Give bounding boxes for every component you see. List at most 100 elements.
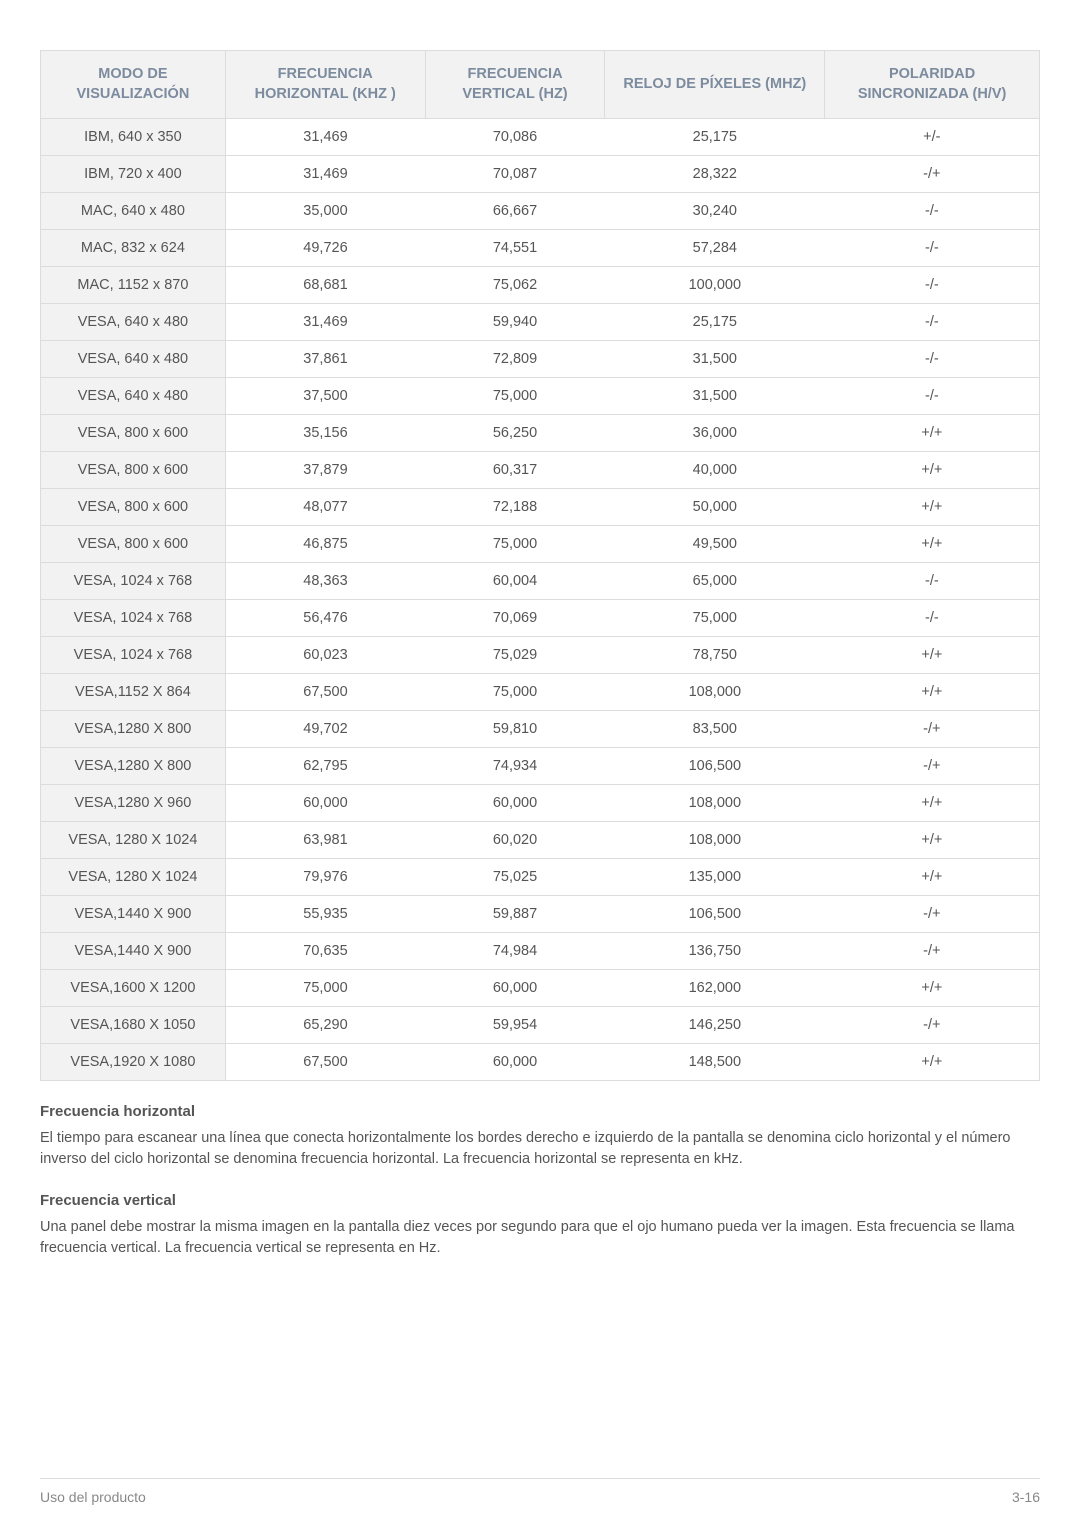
table-row: VESA, 1024 x 76856,47670,06975,000-/-	[41, 600, 1040, 637]
table-cell: 49,702	[225, 711, 425, 748]
table-cell: +/+	[825, 859, 1040, 896]
table-cell: 60,020	[425, 822, 605, 859]
text-freq-vertical: Una panel debe mostrar la misma imagen e…	[40, 1217, 1040, 1259]
table-cell: 75,025	[425, 859, 605, 896]
table-row: VESA,1280 X 80062,79574,934106,500-/+	[41, 748, 1040, 785]
table-cell: 74,934	[425, 748, 605, 785]
table-row: IBM, 640 x 35031,46970,08625,175+/-	[41, 119, 1040, 156]
table-cell: 146,250	[605, 1007, 825, 1044]
table-cell: 60,317	[425, 452, 605, 489]
table-cell: VESA, 640 x 480	[41, 304, 226, 341]
display-modes-table: MODO DE VISUALIZACIÓN FRECUENCIA HORIZON…	[40, 50, 1040, 1081]
table-cell: 60,004	[425, 563, 605, 600]
table-cell: 65,290	[225, 1007, 425, 1044]
table-cell: +/+	[825, 822, 1040, 859]
table-cell: 135,000	[605, 859, 825, 896]
table-cell: -/+	[825, 1007, 1040, 1044]
table-cell: -/+	[825, 156, 1040, 193]
table-cell: 75,000	[225, 970, 425, 1007]
col-header-pixelclock: RELOJ DE PÍXELES (MHZ)	[605, 51, 825, 119]
table-cell: 108,000	[605, 674, 825, 711]
table-cell: -/-	[825, 341, 1040, 378]
table-cell: +/+	[825, 674, 1040, 711]
table-cell: 49,726	[225, 230, 425, 267]
table-cell: 79,976	[225, 859, 425, 896]
table-cell: VESA, 1280 X 1024	[41, 822, 226, 859]
table-cell: 70,087	[425, 156, 605, 193]
table-cell: 83,500	[605, 711, 825, 748]
table-row: VESA, 1024 x 76848,36360,00465,000-/-	[41, 563, 1040, 600]
table-cell: 68,681	[225, 267, 425, 304]
table-cell: 59,954	[425, 1007, 605, 1044]
table-cell: VESA, 1024 x 768	[41, 637, 226, 674]
table-cell: 57,284	[605, 230, 825, 267]
table-cell: -/+	[825, 748, 1040, 785]
table-row: VESA, 800 x 60035,15656,25036,000+/+	[41, 415, 1040, 452]
table-cell: -/-	[825, 600, 1040, 637]
table-cell: 72,809	[425, 341, 605, 378]
table-cell: 100,000	[605, 267, 825, 304]
text-freq-horizontal: El tiempo para escanear una línea que co…	[40, 1128, 1040, 1170]
table-cell: 60,023	[225, 637, 425, 674]
table-cell: 65,000	[605, 563, 825, 600]
table-cell: VESA, 1280 X 1024	[41, 859, 226, 896]
table-cell: 35,156	[225, 415, 425, 452]
table-cell: MAC, 832 x 624	[41, 230, 226, 267]
table-row: VESA,1440 X 90055,93559,887106,500-/+	[41, 896, 1040, 933]
table-row: MAC, 1152 x 87068,68175,062100,000-/-	[41, 267, 1040, 304]
table-row: VESA,1680 X 105065,29059,954146,250-/+	[41, 1007, 1040, 1044]
table-cell: 75,029	[425, 637, 605, 674]
table-cell: -/-	[825, 193, 1040, 230]
table-cell: 78,750	[605, 637, 825, 674]
table-cell: 106,500	[605, 748, 825, 785]
table-cell: VESA, 1024 x 768	[41, 600, 226, 637]
table-cell: 108,000	[605, 785, 825, 822]
table-cell: 70,086	[425, 119, 605, 156]
table-cell: 25,175	[605, 119, 825, 156]
table-row: VESA, 800 x 60046,87575,00049,500+/+	[41, 526, 1040, 563]
table-cell: +/+	[825, 415, 1040, 452]
table-cell: 59,810	[425, 711, 605, 748]
table-cell: +/+	[825, 1044, 1040, 1081]
table-row: MAC, 832 x 62449,72674,55157,284-/-	[41, 230, 1040, 267]
table-row: IBM, 720 x 40031,46970,08728,322-/+	[41, 156, 1040, 193]
table-cell: 67,500	[225, 1044, 425, 1081]
table-cell: 37,861	[225, 341, 425, 378]
table-cell: 148,500	[605, 1044, 825, 1081]
table-cell: 56,476	[225, 600, 425, 637]
table-cell: VESA,1280 X 960	[41, 785, 226, 822]
table-cell: IBM, 640 x 350	[41, 119, 226, 156]
table-cell: 59,887	[425, 896, 605, 933]
table-row: VESA,1280 X 96060,00060,000108,000+/+	[41, 785, 1040, 822]
table-cell: 55,935	[225, 896, 425, 933]
table-cell: VESA, 800 x 600	[41, 452, 226, 489]
table-cell: 60,000	[425, 970, 605, 1007]
table-cell: VESA, 640 x 480	[41, 378, 226, 415]
table-cell: VESA,1280 X 800	[41, 711, 226, 748]
table-cell: 67,500	[225, 674, 425, 711]
table-row: VESA, 640 x 48031,46959,94025,175-/-	[41, 304, 1040, 341]
table-cell: +/+	[825, 785, 1040, 822]
table-cell: -/-	[825, 304, 1040, 341]
table-cell: 31,500	[605, 341, 825, 378]
footer-right: 3-16	[1012, 1489, 1040, 1505]
heading-freq-horizontal: Frecuencia horizontal	[40, 1103, 1040, 1120]
table-cell: 75,000	[425, 674, 605, 711]
table-cell: 50,000	[605, 489, 825, 526]
page-footer: Uso del producto 3-16	[40, 1478, 1040, 1505]
table-cell: +/+	[825, 489, 1040, 526]
table-cell: 48,077	[225, 489, 425, 526]
table-cell: VESA,1280 X 800	[41, 748, 226, 785]
table-cell: 72,188	[425, 489, 605, 526]
table-cell: 63,981	[225, 822, 425, 859]
table-cell: -/-	[825, 267, 1040, 304]
table-row: VESA, 1280 X 102463,98160,020108,000+/+	[41, 822, 1040, 859]
table-row: VESA,1600 X 120075,00060,000162,000+/+	[41, 970, 1040, 1007]
col-header-vfreq: FRECUENCIA VERTICAL (HZ)	[425, 51, 605, 119]
table-cell: 35,000	[225, 193, 425, 230]
table-header-row: MODO DE VISUALIZACIÓN FRECUENCIA HORIZON…	[41, 51, 1040, 119]
table-cell: -/-	[825, 378, 1040, 415]
table-cell: VESA, 800 x 600	[41, 415, 226, 452]
table-cell: 75,000	[605, 600, 825, 637]
table-row: VESA,1280 X 80049,70259,81083,500-/+	[41, 711, 1040, 748]
